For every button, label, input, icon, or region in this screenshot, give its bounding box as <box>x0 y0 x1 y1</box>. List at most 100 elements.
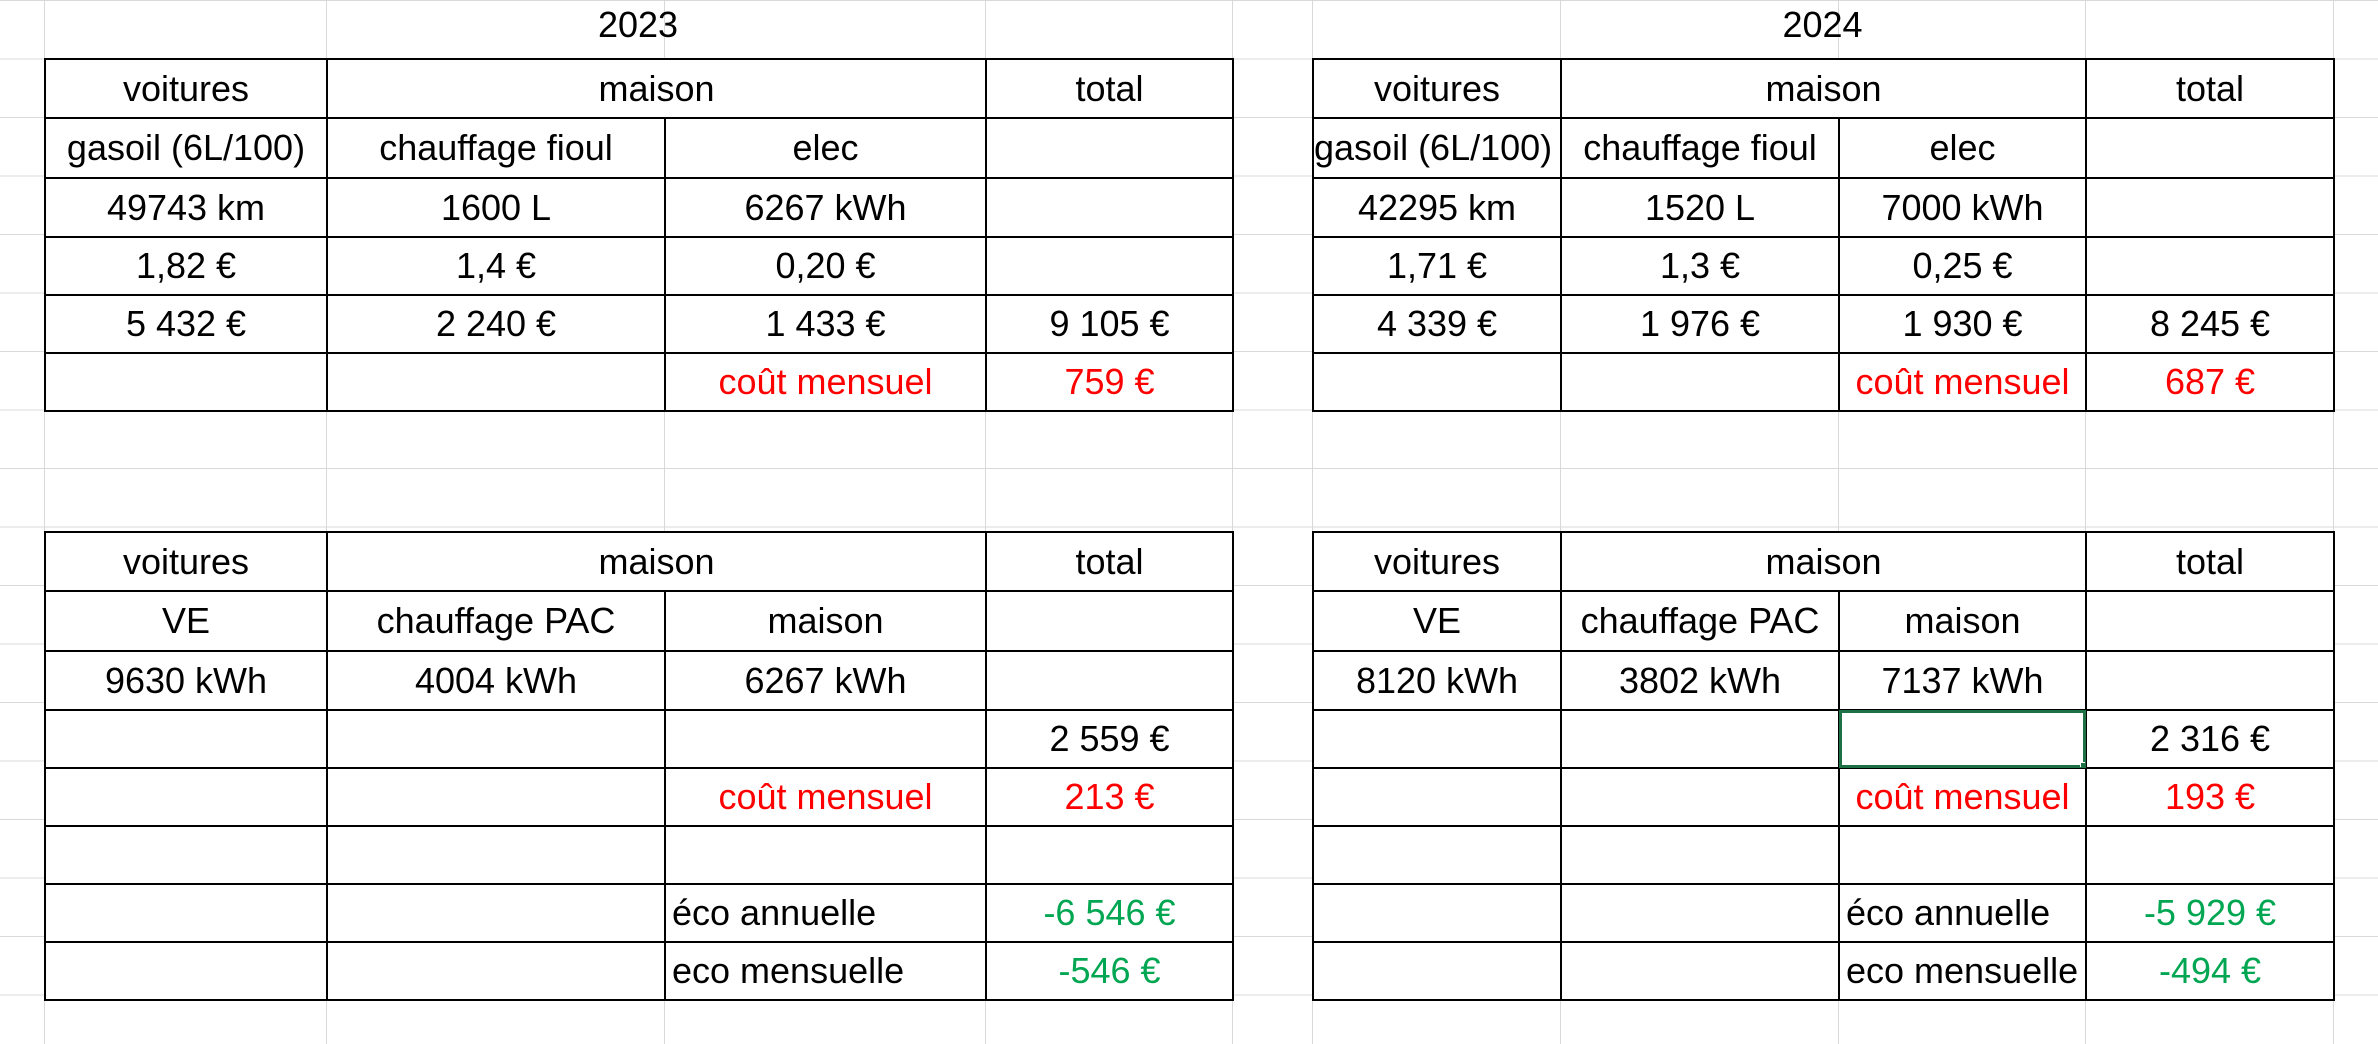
cell-price-gasoil[interactable]: 1,71 € <box>1312 236 1562 296</box>
header-total[interactable]: total <box>985 531 1234 592</box>
subheader-gasoil[interactable]: gasoil (6L/100) <box>44 117 328 179</box>
cell-eco-monthly[interactable]: -546 € <box>985 941 1234 1001</box>
cell-qty-fioul[interactable]: 1600 L <box>326 177 666 238</box>
header-maison[interactable]: maison <box>1560 531 2087 592</box>
header-maison[interactable]: maison <box>326 58 987 119</box>
cell-cost-gasoil[interactable]: 4 339 € <box>1312 294 1562 354</box>
label-eco-mensuelle[interactable]: eco mensuelle <box>1838 941 2087 1001</box>
cell-price-fioul[interactable]: 1,4 € <box>326 236 666 296</box>
cell-empty[interactable] <box>326 767 666 827</box>
cell-empty[interactable] <box>1312 767 1562 827</box>
label-cout-mensuel[interactable]: coût mensuel <box>664 767 987 827</box>
cell-price-elec[interactable]: 0,25 € <box>1838 236 2087 296</box>
cell-qty-pac[interactable]: 4004 kWh <box>326 650 666 711</box>
subheader-fioul[interactable]: chauffage fioul <box>326 117 666 179</box>
cell-eco-monthly[interactable]: -494 € <box>2085 941 2335 1001</box>
subheader-pac[interactable]: chauffage PAC <box>1560 590 1840 652</box>
header-voitures[interactable]: voitures <box>44 58 328 119</box>
cell-cost-total[interactable]: 9 105 € <box>985 294 1234 354</box>
label-eco-annuelle[interactable]: éco annuelle <box>664 883 987 943</box>
cell-cost-gasoil[interactable]: 5 432 € <box>44 294 328 354</box>
cell-empty[interactable] <box>1560 709 1840 769</box>
header-total[interactable]: total <box>2085 58 2335 119</box>
cell-cost-elec[interactable]: 1 930 € <box>1838 294 2087 354</box>
cell-monthly-cost[interactable]: 213 € <box>985 767 1234 827</box>
cell-empty[interactable] <box>1560 883 1840 943</box>
header-voitures[interactable]: voitures <box>1312 531 1562 592</box>
cell-empty[interactable] <box>1560 825 1840 885</box>
cell-qty-gasoil[interactable]: 49743 km <box>44 177 328 238</box>
cell-eco-annual[interactable]: -6 546 € <box>985 883 1234 943</box>
label-cout-mensuel[interactable]: coût mensuel <box>1838 352 2087 412</box>
cell-empty[interactable] <box>985 117 1234 179</box>
label-eco-annuelle[interactable]: éco annuelle <box>1838 883 2087 943</box>
cell-empty[interactable] <box>1560 941 1840 1001</box>
selected-cell[interactable] <box>1838 709 2087 769</box>
cell-monthly-cost[interactable]: 193 € <box>2085 767 2335 827</box>
subheader-fioul[interactable]: chauffage fioul <box>1560 117 1840 179</box>
cell-empty[interactable] <box>985 177 1234 238</box>
subheader-maison[interactable]: maison <box>1838 590 2087 652</box>
header-voitures[interactable]: voitures <box>44 531 328 592</box>
cell-empty[interactable] <box>664 825 987 885</box>
cell-cost-total[interactable]: 8 245 € <box>2085 294 2335 354</box>
cell-eco-annual[interactable]: -5 929 € <box>2085 883 2335 943</box>
cell-empty[interactable] <box>1312 352 1562 412</box>
cell-empty[interactable] <box>985 825 1234 885</box>
cell-qty-elec[interactable]: 6267 kWh <box>664 177 987 238</box>
cell-empty[interactable] <box>326 352 666 412</box>
subheader-ve[interactable]: VE <box>1312 590 1562 652</box>
cell-empty[interactable] <box>2085 117 2335 179</box>
cell-empty[interactable] <box>326 941 666 1001</box>
cell-empty[interactable] <box>44 825 328 885</box>
cell-empty[interactable] <box>1560 767 1840 827</box>
cell-cost-elec[interactable]: 1 433 € <box>664 294 987 354</box>
cell-empty[interactable] <box>2085 825 2335 885</box>
subheader-gasoil[interactable]: gasoil (6L/100) <box>1312 117 1562 179</box>
cell-price-fioul[interactable]: 1,3 € <box>1560 236 1840 296</box>
cell-empty[interactable] <box>1312 709 1562 769</box>
cell-empty[interactable] <box>2085 177 2335 238</box>
header-total[interactable]: total <box>2085 531 2335 592</box>
cell-qty-fioul[interactable]: 1520 L <box>1560 177 1840 238</box>
cell-empty[interactable] <box>664 709 987 769</box>
cell-empty[interactable] <box>1312 883 1562 943</box>
header-maison[interactable]: maison <box>1560 58 2087 119</box>
cell-monthly-cost[interactable]: 687 € <box>2085 352 2335 412</box>
cell-empty[interactable] <box>326 825 666 885</box>
subheader-elec[interactable]: elec <box>664 117 987 179</box>
cell-total[interactable]: 2 559 € <box>985 709 1234 769</box>
label-cout-mensuel[interactable]: coût mensuel <box>664 352 987 412</box>
cell-empty[interactable] <box>326 709 666 769</box>
cell-qty-elec[interactable]: 7000 kWh <box>1838 177 2087 238</box>
cell-cost-fioul[interactable]: 1 976 € <box>1560 294 1840 354</box>
subheader-maison[interactable]: maison <box>664 590 987 652</box>
cell-qty-maison[interactable]: 7137 kWh <box>1838 650 2087 711</box>
cell-empty[interactable] <box>2085 590 2335 652</box>
cell-empty[interactable] <box>44 352 328 412</box>
subheader-pac[interactable]: chauffage PAC <box>326 590 666 652</box>
label-eco-mensuelle[interactable]: eco mensuelle <box>664 941 987 1001</box>
header-maison[interactable]: maison <box>326 531 987 592</box>
cell-empty[interactable] <box>1560 352 1840 412</box>
cell-empty[interactable] <box>1838 825 2087 885</box>
cell-empty[interactable] <box>44 767 328 827</box>
cell-empty[interactable] <box>2085 650 2335 711</box>
cell-price-elec[interactable]: 0,20 € <box>664 236 987 296</box>
subheader-ve[interactable]: VE <box>44 590 328 652</box>
cell-total[interactable]: 2 316 € <box>2085 709 2335 769</box>
cell-qty-gasoil[interactable]: 42295 km <box>1312 177 1562 238</box>
cell-empty[interactable] <box>2085 236 2335 296</box>
cell-empty[interactable] <box>985 236 1234 296</box>
cell-monthly-cost[interactable]: 759 € <box>985 352 1234 412</box>
header-total[interactable]: total <box>985 58 1234 119</box>
cell-qty-pac[interactable]: 3802 kWh <box>1560 650 1840 711</box>
cell-empty[interactable] <box>44 709 328 769</box>
subheader-elec[interactable]: elec <box>1838 117 2087 179</box>
cell-empty[interactable] <box>985 650 1234 711</box>
cell-empty[interactable] <box>985 590 1234 652</box>
cell-qty-maison[interactable]: 6267 kWh <box>664 650 987 711</box>
cell-price-gasoil[interactable]: 1,82 € <box>44 236 328 296</box>
cell-qty-ve[interactable]: 8120 kWh <box>1312 650 1562 711</box>
cell-qty-ve[interactable]: 9630 kWh <box>44 650 328 711</box>
